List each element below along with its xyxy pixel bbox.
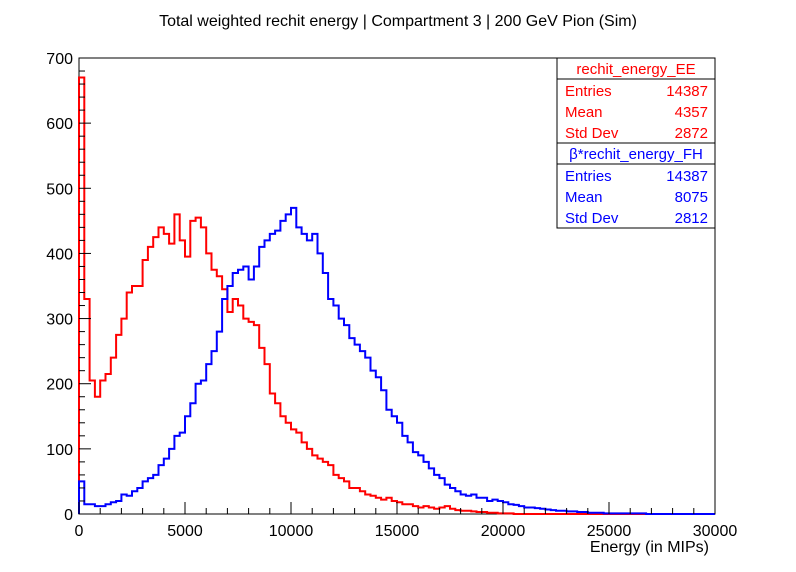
legend-ee-entries-label: Entries xyxy=(565,83,612,100)
legend-series-fh-name: β*rechit_energy_FH xyxy=(569,146,703,163)
legend-ee-std-label: Std Dev xyxy=(565,125,619,142)
y-tick-label: 500 xyxy=(46,181,73,198)
legend-fh-mean-label: Mean xyxy=(565,189,603,206)
x-tick-label: 0 xyxy=(75,523,84,540)
x-tick-label: 15000 xyxy=(375,523,420,540)
x-tick-label: 25000 xyxy=(587,523,632,540)
x-axis-title: Energy (in MIPs) xyxy=(590,539,709,556)
y-tick-label: 700 xyxy=(46,51,73,68)
y-tick-label: 100 xyxy=(46,442,73,459)
x-tick-label: 30000 xyxy=(693,523,738,540)
legend-fh-std-value: 2812 xyxy=(675,210,708,227)
y-tick-label: 400 xyxy=(46,246,73,263)
y-tick-label: 0 xyxy=(64,507,73,524)
stats-legend: rechit_energy_EE Entries 14387 Mean 4357… xyxy=(556,57,716,229)
legend-ee-mean-value: 4357 xyxy=(675,104,708,121)
y-tick-label: 200 xyxy=(46,377,73,394)
legend-ee-mean-label: Mean xyxy=(565,104,603,121)
legend-fh-entries-label: Entries xyxy=(565,168,612,185)
x-tick-label: 20000 xyxy=(481,523,526,540)
y-tick-label: 300 xyxy=(46,312,73,329)
legend-fh-entries-value: 14387 xyxy=(666,168,708,185)
legend-series-ee-name: rechit_energy_EE xyxy=(576,61,695,78)
chart-title: Total weighted rechit energy | Compartme… xyxy=(159,13,637,30)
legend-ee-entries-value: 14387 xyxy=(666,83,708,100)
legend-ee-std-value: 2872 xyxy=(675,125,708,142)
x-tick-label: 5000 xyxy=(167,523,203,540)
legend-fh-std-label: Std Dev xyxy=(565,210,619,227)
y-tick-label: 600 xyxy=(46,116,73,133)
histogram-series-0 xyxy=(78,76,715,515)
x-tick-label: 10000 xyxy=(269,523,314,540)
histogram-series-1 xyxy=(78,206,715,515)
legend-fh-mean-value: 8075 xyxy=(675,189,708,206)
plot-area: 0 5000 10000 15000 20000 25000 30000 0 100 200 300… xyxy=(46,51,737,540)
